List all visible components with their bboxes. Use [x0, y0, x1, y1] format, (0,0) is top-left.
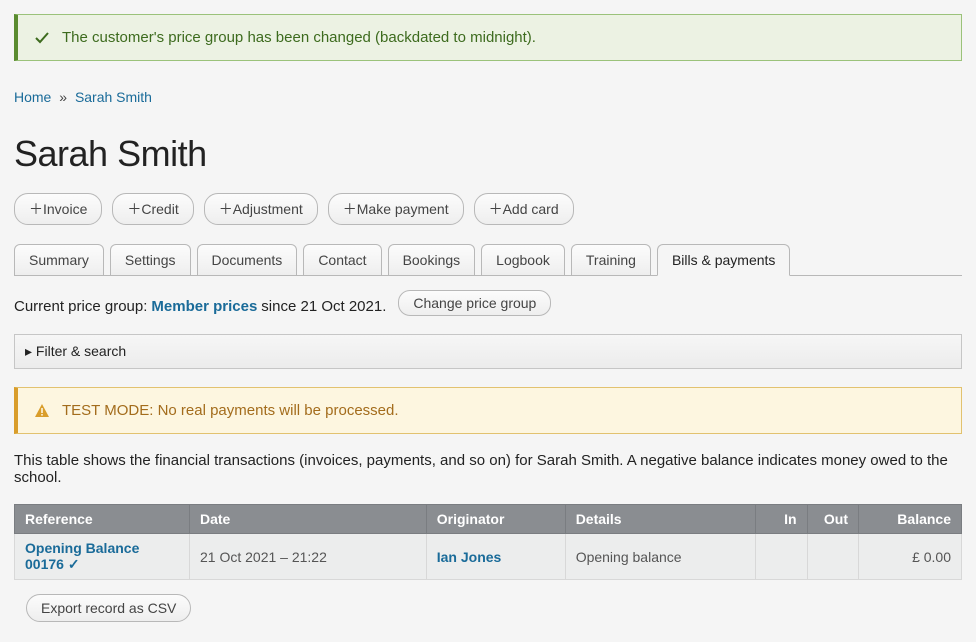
column-header-reference: Reference: [15, 505, 190, 534]
cell-out: [807, 534, 858, 580]
transactions-table: ReferenceDateOriginatorDetailsInOutBalan…: [14, 504, 962, 580]
page-title: Sarah Smith: [14, 133, 962, 175]
alert-test-mode-text: TEST MODE: No real payments will be proc…: [62, 402, 399, 419]
credit-button[interactable]: ＋Credit: [112, 193, 193, 225]
table-intro: This table shows the financial transacti…: [14, 452, 962, 486]
breadcrumb-home[interactable]: Home: [14, 89, 51, 105]
price-group-link[interactable]: Member prices: [151, 298, 257, 315]
breadcrumb-current[interactable]: Sarah Smith: [75, 89, 152, 105]
filter-search-toggle[interactable]: ▸ Filter & search: [14, 334, 962, 369]
breadcrumb-separator: »: [55, 89, 71, 105]
alert-success: The customer's price group has been chan…: [14, 14, 962, 61]
check-icon: [34, 30, 50, 46]
tab-documents[interactable]: Documents: [197, 244, 298, 276]
originator-link[interactable]: Ian Jones: [437, 549, 502, 565]
tab-bills-payments[interactable]: Bills & payments: [657, 244, 790, 276]
cell-in: [756, 534, 807, 580]
cell-details: Opening balance: [565, 534, 755, 580]
cell-reference: Opening Balance 00176 ✓: [15, 534, 190, 580]
column-header-out: Out: [807, 505, 858, 534]
tab-settings[interactable]: Settings: [110, 244, 191, 276]
cell-date: 21 Oct 2021 – 21:22: [189, 534, 426, 580]
column-header-details: Details: [565, 505, 755, 534]
cell-balance: £ 0.00: [859, 534, 962, 580]
export-csv-button[interactable]: Export record as CSV: [26, 594, 191, 622]
tab-bookings[interactable]: Bookings: [388, 244, 476, 276]
action-button-row: ＋Invoice ＋Credit ＋Adjustment ＋Make payment ＋…: [14, 193, 962, 231]
tab-training[interactable]: Training: [571, 244, 651, 276]
column-header-in: In: [756, 505, 807, 534]
breadcrumb: Home » Sarah Smith: [14, 89, 962, 105]
adjustment-button[interactable]: ＋Adjustment: [204, 193, 318, 225]
reference-link[interactable]: Opening Balance 00176 ✓: [25, 540, 139, 572]
tab-bar: SummarySettingsDocumentsContactBookingsL…: [14, 243, 962, 276]
make-payment-button[interactable]: ＋Make payment: [328, 193, 464, 225]
warning-icon: [34, 403, 50, 419]
column-header-date: Date: [189, 505, 426, 534]
alert-success-text: The customer's price group has been chan…: [62, 29, 536, 46]
tab-logbook[interactable]: Logbook: [481, 244, 565, 276]
add-card-button[interactable]: ＋Add card: [474, 193, 574, 225]
cell-originator: Ian Jones: [426, 534, 565, 580]
table-row: Opening Balance 00176 ✓ 21 Oct 2021 – 21:…: [15, 534, 962, 580]
alert-test-mode: TEST MODE: No real payments will be proc…: [14, 387, 962, 434]
price-group-label: Current price group:: [14, 298, 147, 315]
column-header-originator: Originator: [426, 505, 565, 534]
price-group-line: Current price group: Member prices since…: [14, 290, 962, 322]
tab-contact[interactable]: Contact: [303, 244, 381, 276]
column-header-balance: Balance: [859, 505, 962, 534]
tab-summary[interactable]: Summary: [14, 244, 104, 276]
change-price-group-button[interactable]: Change price group: [398, 290, 551, 316]
invoice-button[interactable]: ＋Invoice: [14, 193, 102, 225]
price-group-since: since 21 Oct 2021.: [261, 298, 386, 315]
